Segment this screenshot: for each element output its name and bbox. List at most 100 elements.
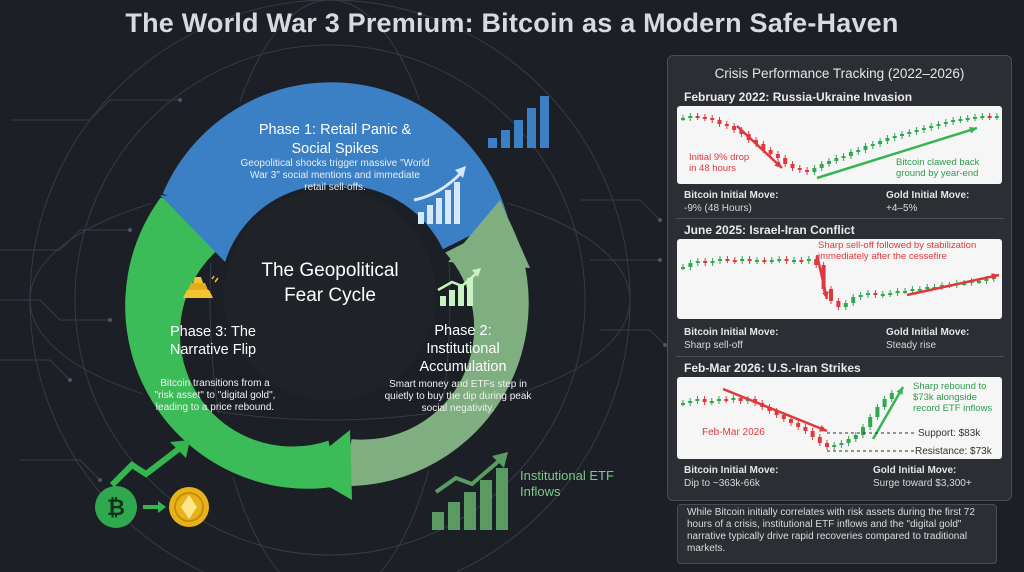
candle	[907, 132, 912, 134]
etf-inflows-chart-icon	[432, 452, 508, 530]
candle	[732, 126, 737, 130]
candle	[792, 260, 796, 262]
candle	[892, 136, 897, 138]
section-3-gold-value: Surge toward $3,300+	[873, 478, 972, 489]
cycle-arrowhead-3	[300, 430, 352, 500]
rising-chart-icon	[413, 166, 466, 224]
candle	[755, 260, 759, 262]
section-3-chart	[677, 377, 1002, 459]
candle	[910, 289, 915, 291]
candle	[810, 431, 815, 437]
candle	[777, 259, 782, 261]
candle	[878, 141, 883, 144]
candle	[747, 259, 752, 261]
candle	[803, 427, 808, 431]
section-1-btc-label: Bitcoin Initial Move:	[684, 190, 779, 201]
candle	[688, 263, 693, 267]
candle	[688, 401, 693, 403]
candle	[980, 116, 985, 118]
candle	[695, 399, 700, 401]
candle	[839, 443, 844, 445]
candle	[943, 122, 948, 124]
bitcoin-icon: ₿	[95, 486, 137, 528]
cycle-center-label: The Geopolitical Fear Cycle	[261, 260, 399, 306]
candle	[724, 124, 729, 126]
candle	[848, 152, 853, 156]
candle	[929, 126, 934, 128]
candle	[900, 134, 904, 136]
section-1-gold-value: +4–5%	[886, 203, 918, 214]
candle	[914, 130, 919, 132]
candle	[819, 164, 824, 168]
candle	[940, 285, 944, 287]
section-2-trend-arrow-head	[991, 273, 999, 280]
section-1-up-arrow	[816, 126, 978, 180]
section-2-down-arrow-head	[822, 291, 829, 299]
candle	[710, 118, 715, 120]
section-1-recovery-annotation: Bitcoin clawed back ground by year-end	[896, 157, 980, 179]
candle	[870, 144, 875, 146]
section-1-down-arrow	[736, 125, 783, 169]
candle	[754, 140, 758, 144]
candle	[814, 259, 819, 265]
phase-3-title: Phase 3: The Narrative Flip	[169, 324, 257, 358]
section-1-down-arrow-head	[774, 160, 782, 168]
candle	[965, 118, 970, 120]
candle	[925, 287, 930, 289]
candle	[853, 435, 858, 439]
candle	[873, 293, 878, 295]
candle	[681, 118, 685, 120]
candle	[827, 161, 831, 164]
svg-text:₿: ₿	[107, 496, 125, 521]
candle	[702, 117, 707, 119]
candle	[936, 124, 941, 126]
candle	[962, 283, 967, 285]
candle	[790, 164, 795, 168]
candle	[710, 261, 715, 263]
phase-1-body: Geopolitical shocks trigger massive "Wor…	[240, 158, 430, 193]
candle	[858, 295, 863, 297]
candle	[821, 265, 826, 289]
phase-2-body: Smart money and ETFs step in quietly to …	[384, 379, 532, 414]
candle	[875, 407, 880, 417]
green-trend-arrow-icon	[109, 440, 190, 488]
candle	[868, 417, 873, 427]
candle	[836, 301, 841, 307]
section-2-gold-value: Steady rise	[886, 340, 937, 351]
candle	[725, 259, 730, 261]
candle	[724, 399, 729, 401]
candle	[739, 130, 744, 134]
candle	[812, 168, 817, 172]
summary-note: While Bitcoin initially correlates with …	[677, 504, 997, 564]
divider	[676, 356, 1004, 357]
gold-bars-icon	[183, 275, 219, 298]
candle	[958, 119, 963, 121]
panel-title: Crisis Performance Tracking (2022–2026)	[714, 66, 965, 81]
candle	[994, 116, 999, 118]
candle	[781, 415, 786, 419]
candle	[829, 289, 833, 301]
candle	[888, 293, 893, 295]
section-3-btc-label: Bitcoin Initial Move:	[684, 465, 779, 476]
candle	[951, 120, 956, 122]
section-1-gold-label: Gold Initial Move:	[886, 190, 970, 201]
candle	[740, 259, 745, 261]
candle	[709, 401, 714, 403]
candle	[806, 259, 811, 261]
section-2-heading: June 2025: Israel-Iran Conflict	[684, 223, 855, 237]
candle	[717, 399, 721, 401]
candle	[903, 291, 907, 293]
section-2-trend-arrow	[906, 273, 1000, 297]
candle	[825, 443, 829, 447]
section-2-btc-label: Bitcoin Initial Move:	[684, 327, 779, 338]
candle	[856, 150, 861, 152]
candle	[851, 297, 856, 303]
candle	[774, 411, 779, 415]
section-3-up-arrow	[871, 386, 905, 440]
candle	[987, 116, 992, 118]
pulse-icon	[310, 87, 362, 124]
section-1-up-arrow-head	[969, 126, 977, 134]
candle	[789, 419, 793, 423]
candle	[805, 170, 810, 172]
cycle-center	[220, 185, 440, 405]
